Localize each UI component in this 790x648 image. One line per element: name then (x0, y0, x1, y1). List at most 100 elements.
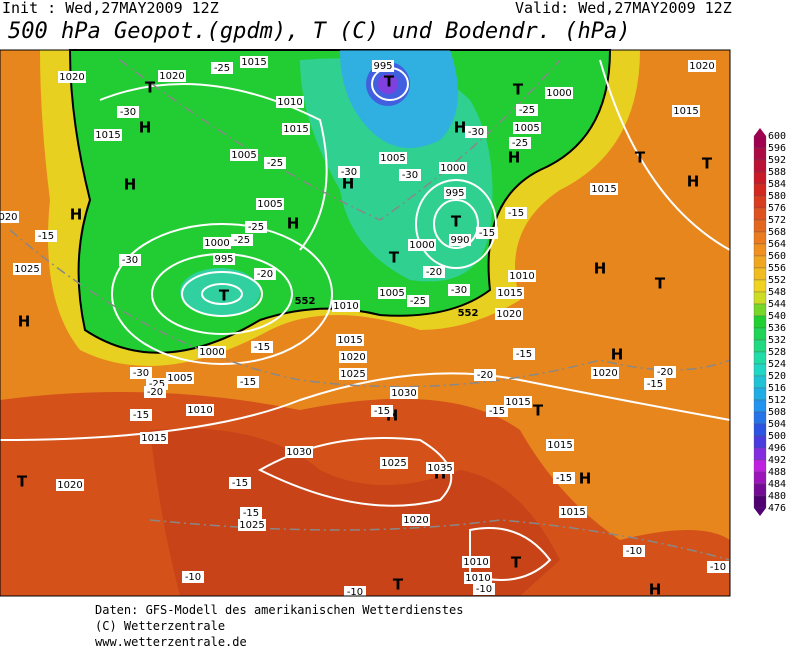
temperature-label-box (237, 376, 259, 388)
temperature-label-box (344, 586, 366, 598)
pressure-center: H (70, 206, 83, 224)
colorbar-segment (753, 447, 767, 461)
temperature-label-box (476, 227, 498, 239)
colorbar-label: 584 (768, 179, 786, 190)
temperature-label-box (245, 221, 267, 233)
colorbar-segment (753, 135, 767, 149)
colorbar-label: 528 (768, 347, 786, 358)
colorbar: 6005965925885845805765725685645605565525… (753, 128, 786, 516)
pressure-center: H (649, 581, 662, 599)
isobar-label: 1005 (379, 288, 404, 299)
colorbar-label: 500 (768, 431, 786, 442)
isobar-label-box (688, 60, 716, 72)
isobar-label-box (559, 506, 587, 518)
isobar-label: 1035 (427, 463, 452, 474)
isobar-label: 1015 (547, 440, 572, 451)
pressure-center: H (594, 260, 607, 278)
colorbar-segment (753, 495, 767, 509)
isobar-label: 1020 (59, 72, 84, 83)
footer-line: (C) Wetterzentrale (95, 619, 225, 633)
pressure-center: T (145, 79, 156, 97)
map (0, 49, 731, 596)
temperature-label: -30 (133, 368, 149, 379)
temperature-label: -15 (38, 231, 54, 242)
isobar-label-box (504, 396, 532, 408)
isobar-label-box (545, 87, 573, 99)
pressure-center: H (687, 173, 700, 191)
temperature-label: -15 (232, 478, 248, 489)
pressure-center: T (533, 402, 544, 420)
isobar-label: 1015 (505, 397, 530, 408)
isobar-label: 1020 (592, 368, 617, 379)
temperature-label: -20 (426, 267, 442, 278)
colorbar-label: 520 (768, 371, 786, 382)
colorbar-segment (753, 363, 767, 377)
pressure-center: H (342, 175, 355, 193)
colorbar-segment (753, 195, 767, 209)
isobar-label: 1000 (199, 347, 224, 358)
isobar-label-box (332, 300, 360, 312)
isobar-label: 1010 (277, 97, 302, 108)
temperature-label-box (211, 62, 233, 74)
pressure-center: T (17, 473, 28, 491)
isobar-label-box (372, 60, 394, 72)
pressure-center: T (384, 73, 395, 91)
isobar-label: 1015 (497, 288, 522, 299)
temperature-label: -30 (402, 170, 418, 181)
isobar-label-box (0, 211, 19, 223)
isobar-label-box (282, 123, 310, 135)
colorbar-segment (753, 219, 767, 233)
isobar-label-box (380, 457, 408, 469)
isobar-label-box (462, 556, 490, 568)
isobar-label: 1010 (509, 271, 534, 282)
colorbar-label: 552 (768, 275, 786, 286)
colorbar-label: 600 (768, 131, 786, 142)
colorbar-label: 492 (768, 455, 786, 466)
temperature-label: -10 (185, 572, 201, 583)
temperature-label: -15 (516, 349, 532, 360)
isobar-label: 1010 (187, 405, 212, 416)
colorbar-segment (753, 231, 767, 245)
temperature-label: -15 (254, 342, 270, 353)
isobar-label: 020 (0, 212, 18, 223)
colorbar-label: 572 (768, 215, 786, 226)
footer-line: www.wetterzentrale.de (95, 635, 247, 648)
colorbar-segment (753, 351, 767, 365)
colorbar-segment (753, 315, 767, 329)
colorbar-label: 548 (768, 287, 786, 298)
temperature-label: -30 (451, 285, 467, 296)
map-frame (0, 49, 731, 597)
colorbar-label: 508 (768, 407, 786, 418)
colorbar-label: 576 (768, 203, 786, 214)
temperature-label-box (473, 583, 495, 595)
temperature-label: -25 (410, 296, 426, 307)
isobar-label: 1020 (496, 309, 521, 320)
colorbar-label: 512 (768, 395, 786, 406)
isobar-label: 1030 (391, 388, 416, 399)
colorbar-segment (753, 387, 767, 401)
isobar-label: 1000 (440, 163, 465, 174)
contour-label: 552 (458, 308, 479, 319)
temperature-label-box (371, 405, 393, 417)
colorbar-segment (753, 243, 767, 257)
temperature-label-box (553, 472, 575, 484)
temperature-label: -25 (512, 138, 528, 149)
colorbar-segment (753, 255, 767, 269)
isobar-label-box (390, 387, 418, 399)
temperature-label: -15 (479, 228, 495, 239)
isobar-label-box (672, 105, 700, 117)
pressure-center: T (635, 149, 646, 167)
colorbar-segment (753, 147, 767, 161)
colorbar-segment (753, 471, 767, 485)
colorbar-label: 540 (768, 311, 786, 322)
temperature-label: -15 (240, 377, 256, 388)
temperature-label-box (182, 571, 204, 583)
isobar-label-box (203, 237, 231, 249)
isobar-label: 1015 (241, 57, 266, 68)
isobar-label: 1000 (204, 238, 229, 249)
isobar-label: 1015 (673, 106, 698, 117)
colorbar-segment (753, 267, 767, 281)
pressure-center: T (451, 213, 462, 231)
isobar-label: 1005 (231, 150, 256, 161)
colorbar-label: 592 (768, 155, 786, 166)
